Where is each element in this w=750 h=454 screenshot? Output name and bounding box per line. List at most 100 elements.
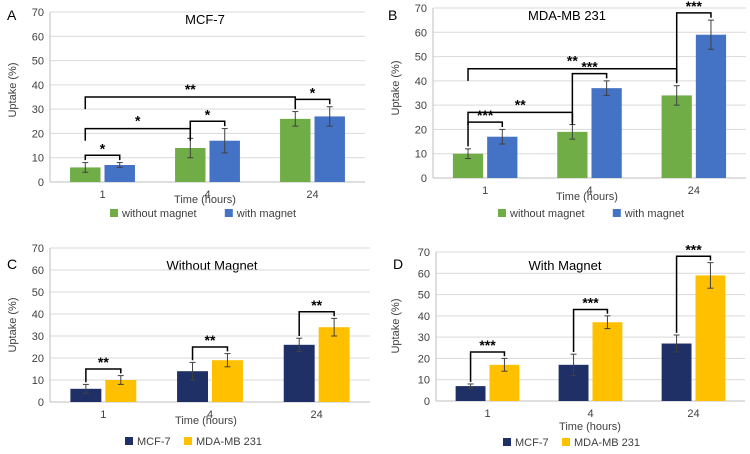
bar bbox=[104, 165, 135, 182]
y-tick-label: 40 bbox=[415, 76, 427, 88]
bar bbox=[105, 380, 137, 402]
bar bbox=[695, 34, 727, 178]
y-tick-label: 30 bbox=[415, 100, 427, 112]
legend-label: MDA-MB 231 bbox=[574, 437, 640, 449]
y-tick-label: 10 bbox=[32, 153, 44, 165]
x-tick-label: 4 bbox=[207, 409, 213, 421]
y-axis-label: Uptake (%) bbox=[390, 60, 402, 115]
x-axis-label: Time (hours) bbox=[175, 415, 237, 427]
significance-bracket bbox=[84, 154, 121, 161]
significance-bracket bbox=[84, 127, 192, 141]
bar bbox=[318, 327, 350, 402]
panel-c: C Without Magnet 0 10 20 30 40 50 60 70 Uptake (%)… bbox=[7, 243, 370, 448]
significance-bracket bbox=[191, 346, 229, 361]
significance-bracket bbox=[467, 121, 504, 147]
significance-label: ** bbox=[205, 332, 216, 348]
x-tick-label: 1 bbox=[99, 189, 105, 201]
y-tick-label: 10 bbox=[415, 149, 427, 161]
legend-swatch bbox=[498, 209, 506, 217]
bar bbox=[314, 116, 345, 182]
significance-bracket bbox=[84, 96, 297, 110]
y-tick-label: 60 bbox=[418, 268, 430, 280]
bar bbox=[661, 95, 692, 178]
x-tick-label: 24 bbox=[687, 408, 699, 420]
y-tick-label: 50 bbox=[32, 56, 44, 68]
x-axis-label: Time (hours) bbox=[559, 421, 621, 433]
x-tick-label: 1 bbox=[484, 408, 490, 420]
y-tick-label: 40 bbox=[32, 309, 44, 321]
significance-bracket bbox=[572, 308, 609, 353]
y-tick-label: 60 bbox=[32, 31, 44, 43]
y-tick-label: 70 bbox=[418, 247, 430, 259]
y-tick-label: 20 bbox=[418, 353, 430, 365]
y-tick-label: 30 bbox=[32, 104, 44, 116]
bar bbox=[592, 322, 623, 401]
y-tick-label: 50 bbox=[418, 290, 430, 302]
x-tick-label: 24 bbox=[688, 185, 700, 197]
y-tick-label: 40 bbox=[32, 80, 44, 92]
y-axis-label: Uptake (%) bbox=[390, 298, 402, 353]
panel-a: A MCF-7 0 10 20 30 40 50 60 70 Uptake (%) 1 4 24 Time … bbox=[7, 7, 365, 220]
x-tick-label: 4 bbox=[204, 189, 210, 201]
legend-swatch bbox=[184, 437, 192, 445]
significance-bracket bbox=[467, 67, 678, 81]
bar bbox=[661, 343, 692, 401]
y-tick-label: 0 bbox=[38, 177, 44, 189]
significance-label: ** bbox=[185, 81, 196, 97]
significance-label: * bbox=[205, 106, 211, 122]
bar bbox=[280, 118, 311, 182]
significance-label: *** bbox=[477, 107, 494, 123]
x-axis-label: Time (hours) bbox=[174, 194, 236, 206]
legend-swatch bbox=[612, 209, 621, 217]
y-tick-label: 60 bbox=[32, 265, 44, 277]
significance-bracket bbox=[675, 255, 712, 333]
y-axis-label: Uptake (%) bbox=[7, 62, 19, 117]
legend-swatch bbox=[562, 438, 570, 446]
y-tick-label: 20 bbox=[415, 124, 427, 136]
y-tick-label: 20 bbox=[32, 128, 44, 140]
bar bbox=[283, 344, 315, 402]
legend-label: without magnet bbox=[121, 208, 197, 220]
significance-label: * bbox=[100, 140, 106, 156]
x-tick-label: 4 bbox=[586, 185, 592, 197]
legend-label: with magnet bbox=[236, 208, 296, 220]
y-tick-label: 70 bbox=[32, 7, 44, 19]
x-tick-label: 1 bbox=[482, 185, 488, 197]
y-tick-label: 0 bbox=[424, 396, 430, 408]
panel-letter: A bbox=[7, 7, 17, 23]
legend-label: without magnet bbox=[509, 208, 585, 220]
legend-label: MCF-7 bbox=[515, 437, 549, 449]
significance-bracket bbox=[571, 72, 608, 123]
panel-letter: C bbox=[7, 256, 17, 272]
significance-label: * bbox=[135, 113, 141, 129]
y-tick-label: 20 bbox=[32, 353, 44, 365]
legend-label: with magnet bbox=[624, 208, 684, 220]
x-tick-label: 24 bbox=[311, 409, 323, 421]
bar bbox=[591, 88, 622, 178]
y-axis-label: Uptake (%) bbox=[7, 297, 19, 352]
significance-bracket bbox=[298, 311, 335, 336]
bar bbox=[70, 167, 101, 182]
panel-letter: B bbox=[388, 7, 397, 23]
significance-bracket bbox=[675, 12, 712, 84]
panel-d: D With Magnet 0 10 20 30 40 50 60 70 Uptake (%) 1 4 2… bbox=[390, 241, 745, 449]
y-tick-label: 0 bbox=[421, 173, 427, 185]
significance-label: *** bbox=[686, 0, 703, 14]
legend-label: MCF-7 bbox=[137, 436, 171, 448]
y-tick-label: 10 bbox=[418, 375, 430, 387]
legend-label: MDA-MB 231 bbox=[196, 436, 262, 448]
significance-bracket bbox=[467, 111, 574, 125]
bar bbox=[70, 388, 102, 402]
y-tick-label: 50 bbox=[32, 287, 44, 299]
legend-swatch bbox=[110, 209, 118, 217]
x-tick-label: 4 bbox=[587, 408, 593, 420]
significance-label: * bbox=[310, 84, 316, 100]
y-tick-label: 40 bbox=[418, 311, 430, 323]
legend-swatch bbox=[503, 438, 511, 446]
panel-letter: D bbox=[393, 256, 403, 272]
significance-label: *** bbox=[581, 59, 598, 75]
legend-swatch bbox=[224, 209, 233, 217]
y-tick-label: 70 bbox=[415, 3, 427, 15]
panel-b: B MDA-MB 231 0 10 20 30 40 50 60 70 Uptake (%) 1 4 24… bbox=[388, 0, 746, 220]
